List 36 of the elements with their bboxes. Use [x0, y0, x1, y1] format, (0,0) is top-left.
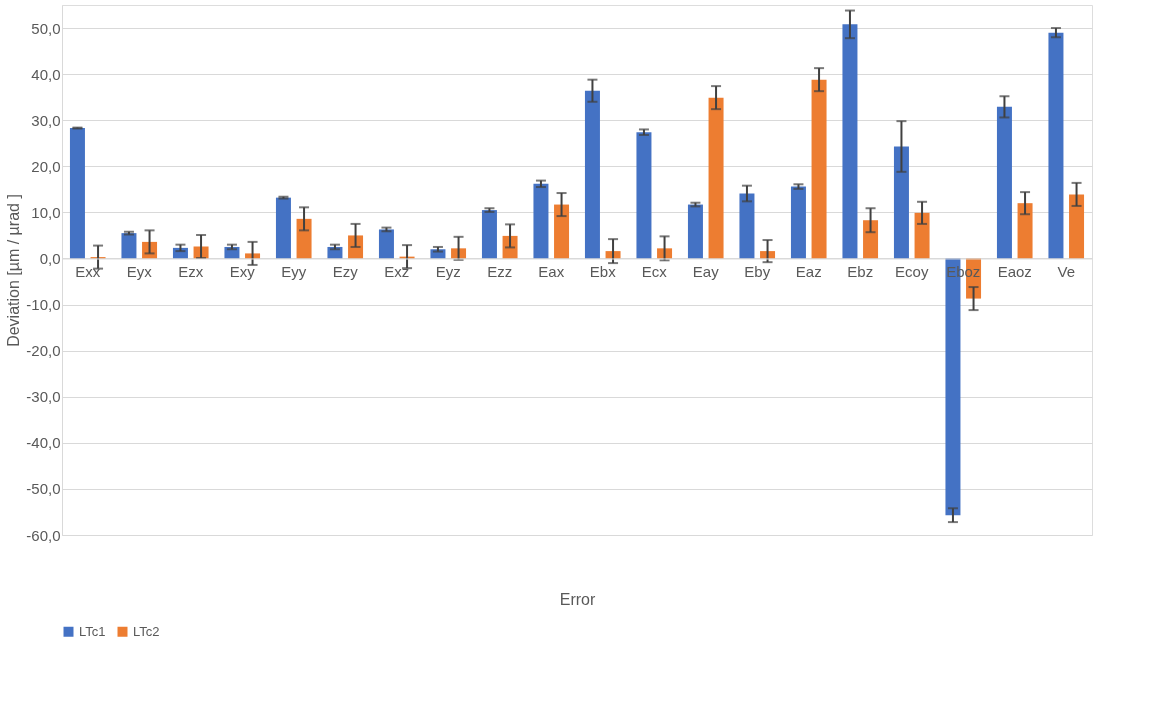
y-tick-label: 40,0 [31, 65, 61, 83]
y-tick-label: -60,0 [26, 526, 61, 544]
x-tick-label: Eaoz [997, 262, 1032, 280]
x-tick-label: Eyz [435, 262, 461, 280]
x-tick-label: Ve [1057, 262, 1076, 280]
y-tick-label: -20,0 [26, 342, 61, 360]
y-tick-label: -40,0 [26, 434, 61, 452]
legend-label: LTc1 [79, 623, 106, 639]
x-tick-label: Exy [229, 262, 256, 280]
x-tick-label: Eby [744, 262, 771, 280]
x-tick-label: Ebx [589, 262, 617, 280]
x-tick-label: Eyy [281, 262, 307, 280]
y-tick-label: 30,0 [31, 111, 61, 129]
legend-label: LTc2 [133, 623, 160, 639]
y-tick-label: -30,0 [26, 388, 61, 406]
y-tick-label: 50,0 [31, 19, 61, 37]
x-tick-label: Exz [384, 262, 410, 280]
x-tick-label: Ezz [487, 262, 513, 280]
x-tick-label: Ebz [847, 262, 874, 280]
x-tick-label: Eax [538, 262, 565, 280]
x-tick-label: Exx [75, 262, 101, 280]
x-tick-label: Eaz [795, 262, 822, 280]
x-tick-label: Ezx [178, 262, 204, 280]
x-tick-label: Eay [692, 262, 720, 280]
y-tick-label: 20,0 [31, 157, 61, 175]
x-tick-label: Eboz [946, 262, 981, 280]
y-axis-title: Deviation [µm / µrad ] [5, 194, 23, 347]
x-axis-title: Error [559, 590, 596, 608]
y-tick-label: 10,0 [31, 203, 61, 221]
y-tick-label: 0,0 [39, 249, 61, 267]
x-tick-label: Ecx [641, 262, 668, 280]
x-tick-label: Ecoy [895, 262, 929, 280]
y-tick-label: -10,0 [26, 296, 61, 314]
x-tick-label: Eyx [126, 262, 153, 280]
x-tick-label: Ezy [332, 262, 359, 280]
y-tick-label: -50,0 [26, 480, 61, 498]
